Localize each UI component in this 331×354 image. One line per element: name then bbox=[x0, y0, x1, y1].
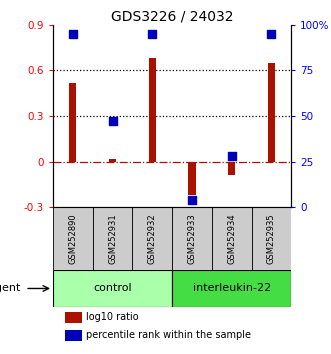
Text: log10 ratio: log10 ratio bbox=[86, 312, 139, 322]
Bar bbox=[268, 63, 275, 162]
Point bbox=[70, 31, 75, 37]
Point bbox=[150, 31, 155, 37]
Bar bbox=[65, 330, 81, 341]
Bar bbox=[212, 207, 252, 270]
Text: percentile rank within the sample: percentile rank within the sample bbox=[86, 330, 251, 340]
Bar bbox=[172, 270, 291, 307]
Point bbox=[229, 153, 234, 159]
Bar bbox=[228, 162, 235, 175]
Bar bbox=[65, 312, 81, 323]
Text: GSM252931: GSM252931 bbox=[108, 213, 117, 264]
Bar bbox=[132, 207, 172, 270]
Text: GSM252935: GSM252935 bbox=[267, 213, 276, 264]
Text: control: control bbox=[93, 284, 132, 293]
Bar bbox=[53, 270, 172, 307]
Text: GSM252890: GSM252890 bbox=[68, 213, 77, 264]
Point bbox=[269, 31, 274, 37]
Bar bbox=[188, 162, 196, 195]
Text: GSM252934: GSM252934 bbox=[227, 213, 236, 264]
Text: interleukin-22: interleukin-22 bbox=[193, 284, 271, 293]
Text: GSM252932: GSM252932 bbox=[148, 213, 157, 264]
Bar bbox=[252, 207, 291, 270]
Bar bbox=[93, 207, 132, 270]
Bar bbox=[172, 207, 212, 270]
Text: GSM252933: GSM252933 bbox=[187, 213, 197, 264]
Point bbox=[189, 197, 195, 203]
Title: GDS3226 / 24032: GDS3226 / 24032 bbox=[111, 10, 233, 24]
Point bbox=[110, 119, 115, 124]
Bar bbox=[149, 58, 156, 162]
Bar bbox=[53, 207, 93, 270]
Text: agent: agent bbox=[0, 284, 21, 293]
Bar bbox=[69, 82, 76, 162]
Bar bbox=[109, 159, 116, 162]
